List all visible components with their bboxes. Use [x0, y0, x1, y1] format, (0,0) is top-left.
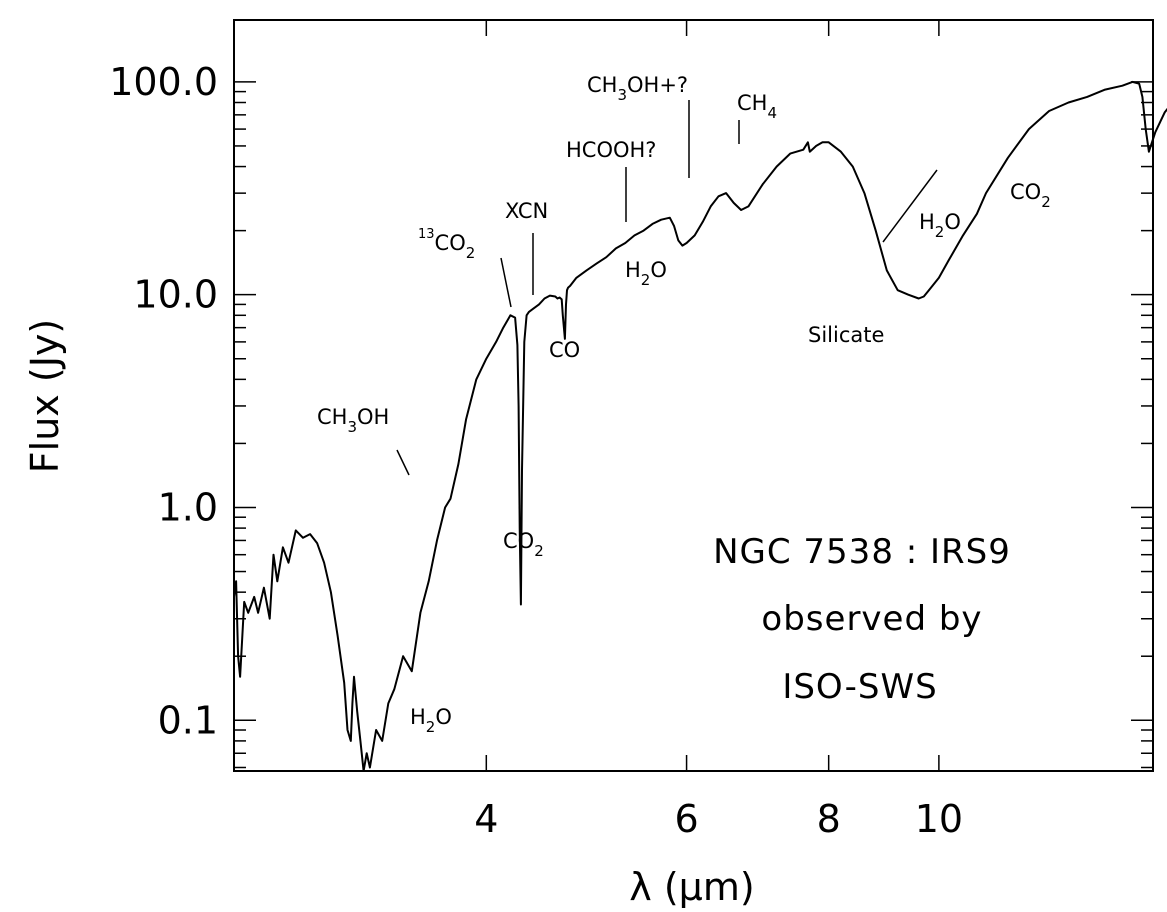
y-tick-label: 0.1 [158, 698, 218, 742]
spectrum-line [233, 80, 1167, 772]
label-co2-43um: CO2 [503, 529, 544, 560]
label-13co2: 13CO2 [418, 227, 475, 262]
inset-line-1: NGC 7538 : IRS9 [713, 532, 1011, 572]
y-tick-labels: 0.1 1.0 10.0 100.0 [109, 60, 218, 742]
marker-ch3oh [396, 449, 410, 476]
plot-frame [233, 19, 1154, 772]
x-tick-label: 10 [915, 797, 963, 841]
x-axis-title: λ (μm) [629, 865, 754, 909]
x-tick-label: 8 [817, 797, 841, 841]
feature-markers [396, 100, 938, 476]
y-tick-label: 10.0 [133, 273, 218, 317]
y-tick-label: 1.0 [158, 485, 218, 529]
label-ch3oh-plus: CH3OH+? [587, 73, 688, 104]
label-ch4: CH4 [737, 91, 777, 122]
label-h2o-6um: H2O [625, 258, 667, 289]
label-hcooh: HCOOH? [566, 138, 656, 162]
y-tick-label: 100.0 [109, 60, 218, 104]
inset-line-2: observed by [761, 599, 982, 639]
inset-text: NGC 7538 : IRS9 observed by ISO-SWS [713, 532, 1011, 707]
x-tick-label: 6 [674, 797, 698, 841]
axis-ticks [234, 20, 1153, 771]
label-xcn: XCN [505, 199, 548, 223]
y-axis-title: Flux (Jy) [23, 319, 67, 473]
label-co2-15um: CO2 [1010, 180, 1051, 211]
label-silicate: Silicate [808, 323, 884, 347]
marker-h2o-long [882, 169, 938, 243]
label-co: CO [549, 338, 580, 362]
x-tick-label: 4 [474, 797, 498, 841]
label-h2o-3um: H2O [410, 705, 452, 736]
label-h2o-13um: H2O [919, 210, 961, 241]
marker-13co2 [500, 257, 512, 308]
feature-labels: CH3OH 13CO2 XCN HCOOH? CH3OH+? CH4 CO H2… [317, 73, 1051, 736]
x-tick-labels: 4681020 [474, 797, 963, 841]
inset-line-3: ISO-SWS [782, 667, 937, 707]
label-ch3oh: CH3OH [317, 405, 389, 436]
